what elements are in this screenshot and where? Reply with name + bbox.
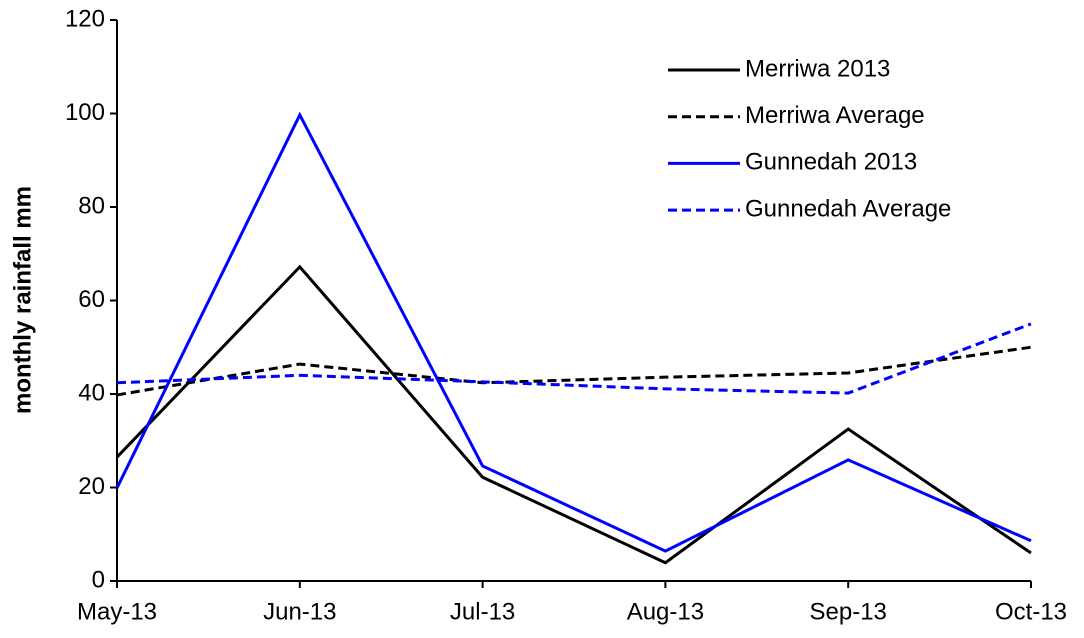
x-tick-label: Oct-13	[995, 598, 1067, 625]
y-tick-label: 60	[78, 286, 105, 313]
y-tick-label: 120	[65, 5, 105, 32]
y-tick-label: 100	[65, 99, 105, 126]
x-tick-label: Jul-13	[450, 598, 515, 625]
legend-label: Gunnedah 2013	[745, 149, 917, 176]
legend-label: Merriwa Average	[745, 102, 925, 129]
x-tick-label: May-13	[77, 598, 157, 625]
y-axis-label: monthly rainfall mm	[9, 186, 36, 414]
y-tick-label: 80	[78, 192, 105, 219]
x-tick-label: Sep-13	[810, 598, 887, 625]
legend-label: Merriwa 2013	[745, 55, 890, 82]
x-tick-label: Aug-13	[627, 598, 704, 625]
series-line	[115, 111, 1032, 553]
y-tick-label: 40	[78, 379, 105, 406]
series-line	[115, 264, 1032, 565]
y-tick-label: 20	[78, 473, 105, 500]
series-line	[116, 345, 1032, 397]
y-tick-label: 0	[92, 566, 105, 593]
legend-label: Gunnedah Average	[745, 195, 951, 222]
series-line	[116, 322, 1032, 395]
x-tick-label: Jun-13	[263, 598, 336, 625]
